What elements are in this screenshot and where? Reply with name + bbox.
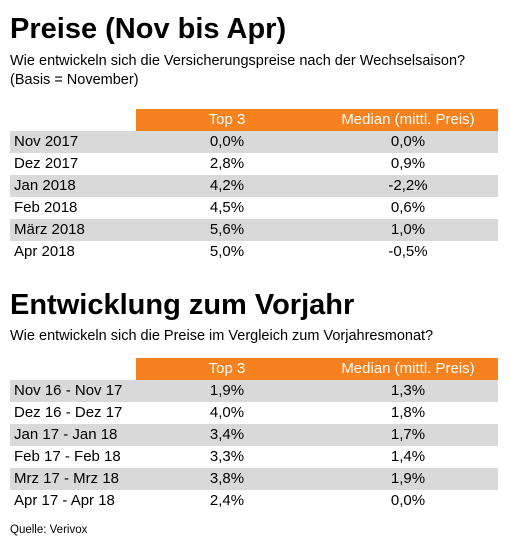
table-row: Feb 17 - Feb 18 3,3% 1,4% [10,446,498,468]
top3-value: 5,0% [136,241,318,263]
row-label: Nov 2017 [10,131,136,153]
table-row: März 2018 5,6% 1,0% [10,219,498,241]
median-value: 1,3% [318,380,498,402]
table-row: Feb 2018 4,5% 0,6% [10,197,498,219]
table-row: Dez 2017 2,8% 0,9% [10,153,498,175]
header-blank-cell [10,358,136,380]
top3-value: 4,0% [136,402,318,424]
top3-value: 2,8% [136,153,318,175]
section-yoy: Entwicklung zum Vorjahr Wie entwickeln s… [10,288,498,346]
median-value: 1,7% [318,424,498,446]
row-label: Apr 17 - Apr 18 [10,490,136,512]
median-value: 0,0% [318,131,498,153]
median-value: 0,9% [318,153,498,175]
header-top3: Top 3 [136,358,318,380]
table-row: Nov 2017 0,0% 0,0% [10,131,498,153]
row-label: Feb 17 - Feb 18 [10,446,136,468]
section-prices: Preise (Nov bis Apr) Wie entwickeln sich… [10,12,498,90]
table-row: Jan 2018 4,2% -2,2% [10,175,498,197]
top3-value: 0,0% [136,131,318,153]
row-label: März 2018 [10,219,136,241]
table-row: Dez 16 - Dez 17 4,0% 1,8% [10,402,498,424]
header-blank-cell [10,109,136,131]
header-median: Median (mittl. Preis) [318,358,498,380]
median-value: 1,0% [318,219,498,241]
header-top3: Top 3 [136,109,318,131]
top3-value: 4,2% [136,175,318,197]
section-subtitle: Wie entwickeln sich die Preise im Vergle… [10,328,434,344]
median-value: 1,8% [318,402,498,424]
table-row: Apr 17 - Apr 18 2,4% 0,0% [10,490,498,512]
prices-table-body: Nov 2017 0,0% 0,0% Dez 2017 2,8% 0,9% Jan 2018… [10,131,498,263]
row-label: Mrz 17 - Mrz 18 [10,468,136,490]
prices-table: Top 3 Median (mittl. Preis) Nov 2017 0,0%… [10,109,498,263]
median-value: 0,0% [318,490,498,512]
top3-value: 2,4% [136,490,318,512]
header-median: Median (mittl. Preis) [318,109,498,131]
section-title: Entwicklung zum Vorjahr [10,289,355,321]
section-subtitle: Wie entwickeln sich die Versicherungspre… [10,53,466,69]
top3-value: 1,9% [136,380,318,402]
row-label: Dez 2017 [10,153,136,175]
row-label: Feb 2018 [10,197,136,219]
table-row: Nov 16 - Nov 17 1,9% 1,3% [10,380,498,402]
top3-value: 4,5% [136,197,318,219]
row-label: Apr 2018 [10,241,136,263]
row-label: Dez 16 - Dez 17 [10,402,136,424]
top3-value: 5,6% [136,219,318,241]
median-value: 0,6% [318,197,498,219]
row-label: Jan 2018 [10,175,136,197]
source-note: Quelle: Verivox [10,524,88,536]
yoy-table: Top 3 Median (mittl. Preis) Nov 16 - Nov… [10,358,498,512]
table-row: Apr 2018 5,0% -0,5% [10,241,498,263]
yoy-table-body: Nov 16 - Nov 17 1,9% 1,3% Dez 16 - Dez 17 4,… [10,380,498,512]
row-label: Jan 17 - Jan 18 [10,424,136,446]
median-value: 1,4% [318,446,498,468]
median-value: -2,2% [318,175,498,197]
top3-value: 3,4% [136,424,318,446]
table-row: Mrz 17 - Mrz 18 3,8% 1,9% [10,468,498,490]
median-value: 1,9% [318,468,498,490]
median-value: -0,5% [318,241,498,263]
row-label: Nov 16 - Nov 17 [10,380,136,402]
section-basis-note: (Basis = November) [10,72,139,88]
section-title: Preise (Nov bis Apr) [10,13,287,45]
table-header-row: Top 3 Median (mittl. Preis) [10,109,498,131]
table-header-row: Top 3 Median (mittl. Preis) [10,358,498,380]
table-row: Jan 17 - Jan 18 3,4% 1,7% [10,424,498,446]
top3-value: 3,8% [136,468,318,490]
top3-value: 3,3% [136,446,318,468]
